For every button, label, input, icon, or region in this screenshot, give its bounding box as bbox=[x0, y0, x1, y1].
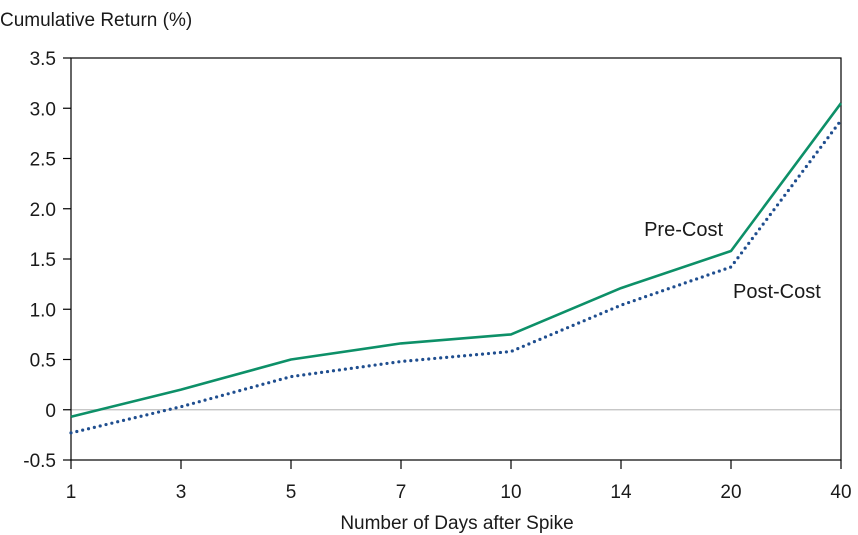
y-axis-title: Cumulative Return (%) bbox=[0, 10, 192, 31]
y-axis-ticks: -0.5 0 0.5 1.0 1.5 2.0 2.5 3.0 3.5 bbox=[23, 49, 71, 472]
x-tick-label: 7 bbox=[396, 482, 407, 503]
plot-frame bbox=[70, 57, 842, 461]
y-tick-label: 1.0 bbox=[30, 300, 56, 321]
series-line-pre-cost bbox=[70, 102, 843, 419]
y-tick-label: 0 bbox=[45, 401, 56, 422]
y-tick-label: 0.5 bbox=[30, 351, 56, 372]
x-tick-label: 10 bbox=[500, 482, 521, 503]
x-tick-label: 14 bbox=[610, 482, 632, 503]
y-tick-label: 2.0 bbox=[30, 200, 56, 221]
series-line-post-cost bbox=[69, 118, 843, 435]
x-tick-label: 3 bbox=[176, 482, 187, 503]
x-tick-label: 1 bbox=[66, 482, 77, 503]
y-tick-label: -0.5 bbox=[23, 451, 56, 472]
series-labels: Pre-Cost Post-Cost bbox=[644, 219, 821, 303]
x-tick-label: 5 bbox=[286, 482, 297, 503]
y-tick-label: 3.5 bbox=[30, 49, 56, 70]
y-tick-label: 3.0 bbox=[30, 99, 56, 120]
series-label-pre-cost: Pre-Cost bbox=[644, 219, 723, 241]
series-layer bbox=[69, 102, 843, 435]
x-tick-label: 20 bbox=[720, 482, 741, 503]
series-label-post-cost: Post-Cost bbox=[733, 281, 821, 303]
y-tick-label: 1.5 bbox=[30, 250, 56, 271]
x-tick-label: 40 bbox=[830, 482, 851, 503]
x-axis-title: Number of Days after Spike bbox=[340, 513, 573, 534]
x-axis-ticks: 1 3 5 7 10 14 20 40 bbox=[66, 460, 852, 503]
y-tick-label: 2.5 bbox=[30, 150, 56, 171]
